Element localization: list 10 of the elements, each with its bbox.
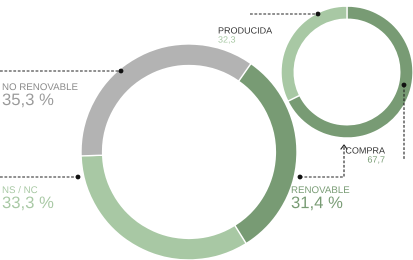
slice-label: NS / NC: [2, 186, 38, 194]
slice-label: COMPRA: [346, 147, 385, 154]
slice-label: NO RENOVABLE: [2, 83, 78, 90]
data-label: 31,4 %: [292, 196, 342, 210]
data-label: 33,3 %: [2, 196, 54, 210]
slice-label: PRODUCIDA: [218, 27, 272, 34]
data-label: 67,7: [368, 156, 385, 164]
slice-label: RENOVABLE: [292, 186, 350, 194]
data-label: 35,3 %: [2, 93, 54, 108]
data-label: 32,3: [218, 36, 236, 44]
